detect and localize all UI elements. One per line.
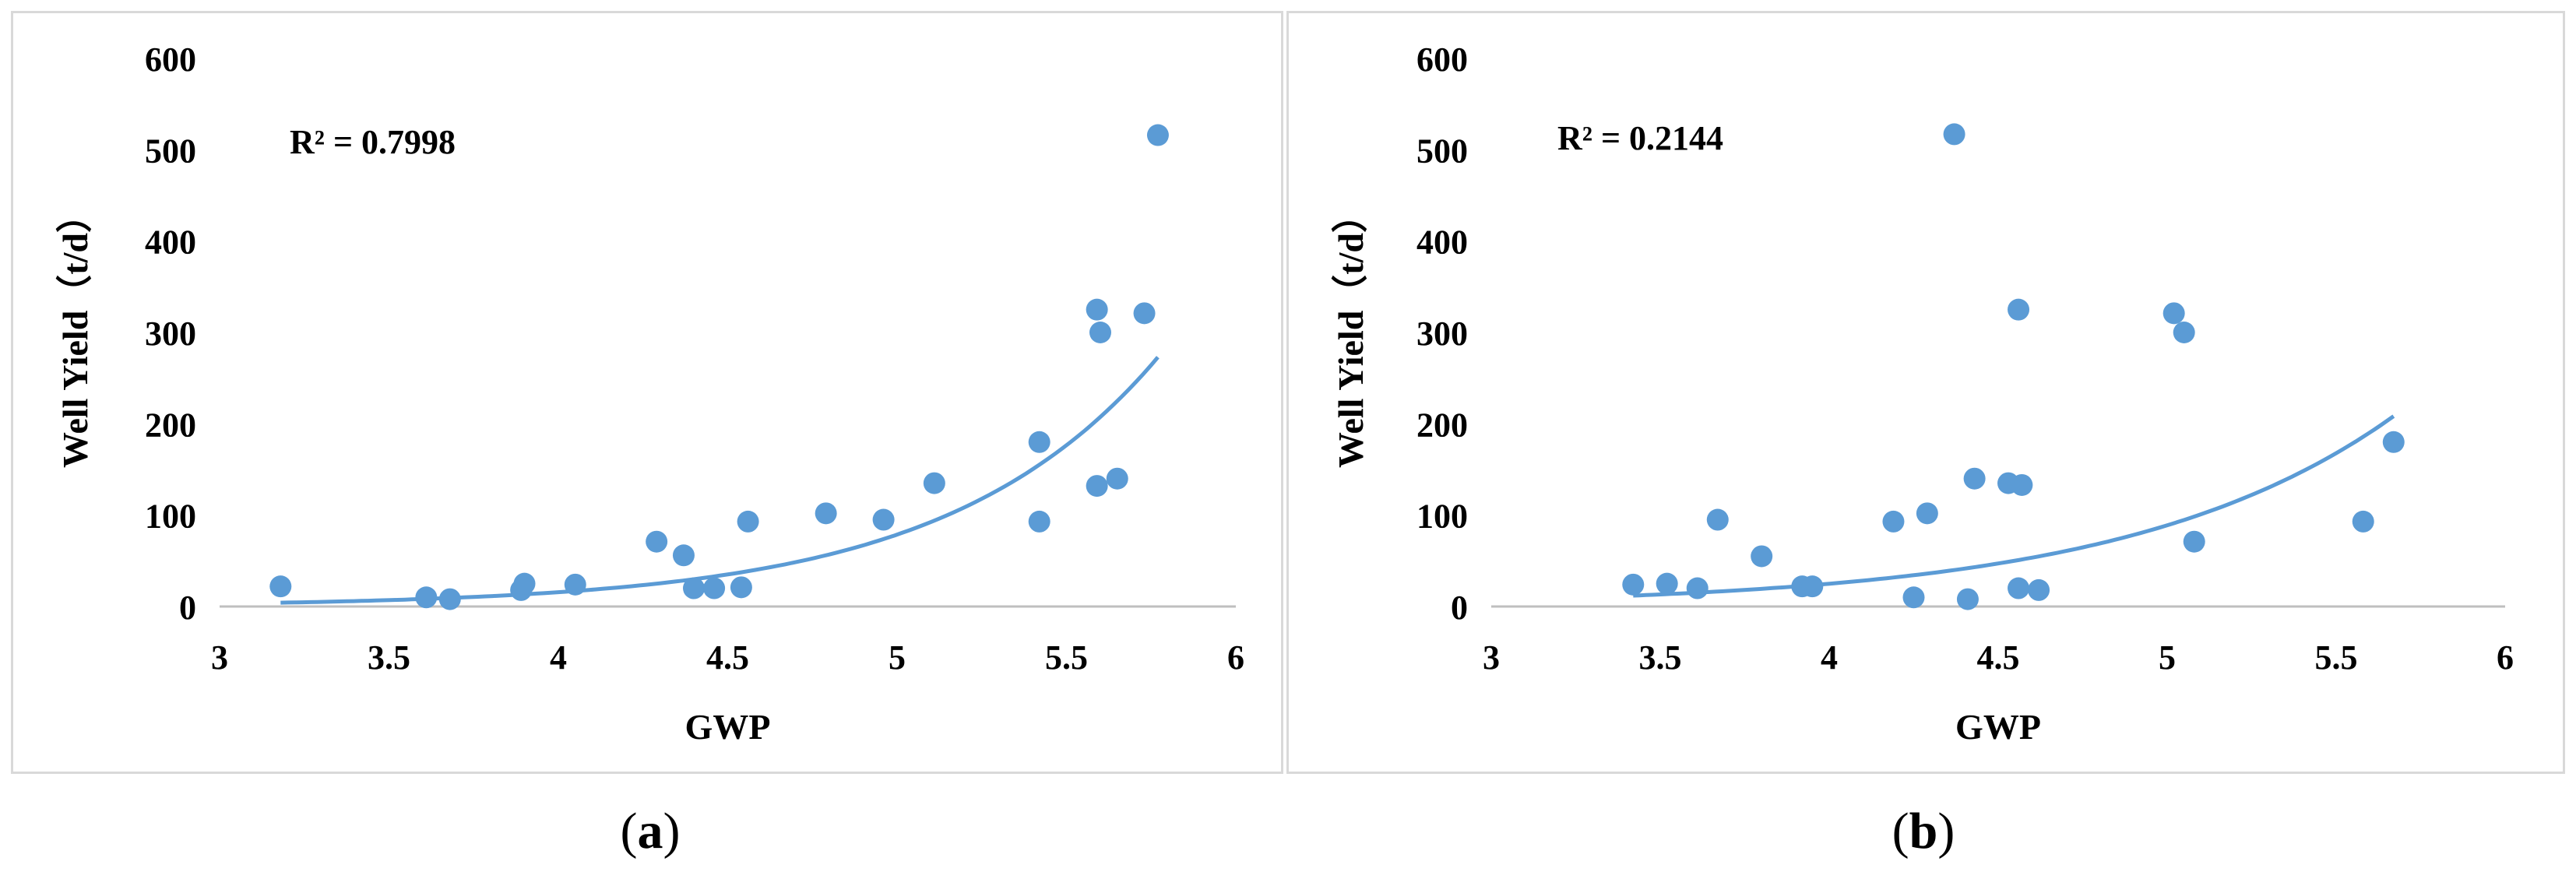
y-tick-label: 400 — [145, 223, 196, 262]
y-tick-label: 200 — [145, 406, 196, 444]
data-point — [923, 472, 945, 494]
data-point — [1146, 124, 1169, 146]
caption-a-letter: a — [637, 803, 663, 860]
scatter-chart-a: 0 100 200 300 400 500 600 3 3.5 4 4.5 5 5.5 6 GWP Well … — [55, 40, 1244, 747]
data-point — [1656, 572, 1678, 595]
y-tick-label: 100 — [1416, 498, 1468, 536]
data-point — [269, 575, 292, 598]
data-point — [438, 588, 461, 610]
chart-panel-a: 0 100 200 300 400 500 600 3 3.5 4 4.5 5 5.5 6 GWP Well … — [11, 11, 1283, 774]
x-tick-label: 3 — [211, 638, 228, 677]
x-axis-title: GWP — [685, 707, 771, 747]
data-point — [1089, 322, 1111, 343]
data-point — [415, 586, 438, 609]
data-point — [1902, 586, 1925, 609]
x-tick-label: 4 — [1821, 638, 1838, 677]
data-point — [1916, 502, 1938, 525]
y-axis-title: Well Yield（t/d） — [55, 197, 95, 468]
x-tick-label: 4.5 — [1977, 638, 2020, 677]
y-tick-label: 200 — [1416, 406, 1468, 444]
data-point — [2382, 431, 2405, 453]
data-point — [872, 508, 895, 531]
data-point — [1028, 510, 1050, 533]
y-tick-label: 400 — [1416, 223, 1468, 262]
y-tick-label: 100 — [145, 498, 196, 536]
y-tick-label: 600 — [1416, 40, 1468, 79]
x-tick-label: 5.5 — [2315, 638, 2358, 677]
data-point — [1622, 573, 1645, 596]
data-point — [1106, 467, 1128, 490]
scatter-chart-b: 0 100 200 300 400 500 600 3 3.5 4 4.5 5 5.5 6 GWP Well … — [1331, 40, 2514, 747]
data-point — [2352, 510, 2374, 533]
data-point — [2011, 473, 2033, 496]
data-point — [1086, 298, 1108, 321]
data-point — [1943, 123, 1965, 146]
y-tick-label: 0 — [179, 589, 196, 627]
x-tick-label: 5.5 — [1045, 638, 1088, 677]
r-squared-annotation: R² = 0.2144 — [1557, 119, 1723, 157]
data-point — [2173, 322, 2195, 343]
caption-b: (b) — [1892, 803, 1955, 860]
y-tick-label: 600 — [145, 40, 196, 79]
y-tick-label: 500 — [1416, 132, 1468, 170]
data-point — [2008, 298, 2030, 321]
x-tick-label: 4.5 — [706, 638, 749, 677]
caption-a: (a) — [620, 803, 681, 860]
data-point — [2028, 578, 2050, 601]
trendline — [280, 356, 1160, 605]
chart-panel-b: 0 100 200 300 400 500 600 3 3.5 4 4.5 5 5.5 6 GWP Well … — [1286, 11, 2565, 774]
y-tick-label: 500 — [145, 132, 196, 170]
data-point — [730, 576, 752, 599]
x-tick-label: 6 — [2497, 638, 2514, 677]
data-point — [1086, 475, 1108, 498]
x-tick-label: 5 — [889, 638, 906, 677]
data-point — [564, 573, 586, 596]
r-squared-annotation: R² = 0.7998 — [290, 123, 456, 161]
data-point — [2008, 577, 2030, 599]
trendline — [1633, 414, 2395, 598]
y-axis-title: Well Yield（t/d） — [1331, 197, 1371, 468]
data-point — [2163, 302, 2185, 325]
data-point — [1956, 588, 1979, 610]
data-point — [1963, 467, 1986, 490]
x-axis-title: GWP — [1955, 707, 2041, 747]
data-point — [737, 510, 759, 533]
data-point — [1686, 577, 1709, 599]
x-tick-label: 3.5 — [368, 638, 410, 677]
data-point — [1133, 302, 1156, 325]
x-tick-label: 3.5 — [1639, 638, 1682, 677]
x-tick-label: 4 — [550, 638, 567, 677]
data-point — [513, 572, 536, 595]
data-point — [1706, 508, 1729, 531]
y-tick-label: 300 — [1416, 315, 1468, 353]
data-point — [2183, 530, 2205, 553]
data-point — [683, 577, 705, 599]
y-tick-label: 0 — [1451, 589, 1468, 627]
x-tick-label: 3 — [1483, 638, 1500, 677]
caption-b-letter: b — [1909, 803, 1938, 860]
x-tick-label: 6 — [1227, 638, 1244, 677]
x-tick-label: 5 — [2159, 638, 2176, 677]
data-point — [703, 577, 726, 599]
data-point — [672, 544, 695, 567]
data-point — [1801, 575, 1824, 598]
data-point — [646, 530, 668, 553]
data-point — [1751, 545, 1773, 568]
data-point — [815, 502, 837, 525]
data-point — [1882, 510, 1905, 533]
y-tick-label: 300 — [145, 315, 196, 353]
data-point — [1028, 431, 1050, 453]
